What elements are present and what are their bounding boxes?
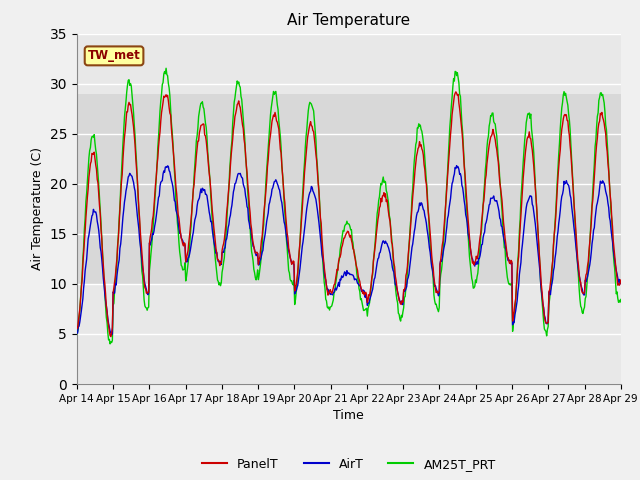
AM25T_PRT (140, 286, 147, 292)
AM25T_PRT (417, 122, 424, 128)
AM25T_PRT (224, 197, 232, 203)
AirT (223, 231, 231, 237)
Text: TW_met: TW_met (88, 49, 140, 62)
AM25T_PRT (73, 331, 81, 336)
PanelT (223, 203, 231, 208)
AirT (416, 200, 424, 206)
AM25T_PRT (162, 65, 170, 71)
AM25T_PRT (433, 301, 440, 307)
AirT (452, 163, 460, 168)
PanelT (140, 269, 147, 275)
AirT (617, 280, 625, 286)
Y-axis label: Air Temperature (C): Air Temperature (C) (31, 147, 44, 270)
PanelT (452, 89, 460, 95)
Line: PanelT: PanelT (77, 92, 621, 336)
AirT (73, 330, 81, 336)
AM25T_PRT (617, 297, 625, 302)
PanelT (73, 326, 81, 332)
AM25T_PRT (106, 341, 114, 347)
PanelT (195, 138, 202, 144)
Line: AirT: AirT (77, 166, 621, 335)
AirT (195, 197, 202, 203)
Title: Air Temperature: Air Temperature (287, 13, 410, 28)
PanelT (83, 205, 90, 211)
PanelT (617, 277, 625, 283)
Legend: PanelT, AirT, AM25T_PRT: PanelT, AirT, AM25T_PRT (197, 453, 500, 476)
PanelT (416, 139, 424, 144)
PanelT (431, 286, 439, 292)
PanelT (107, 334, 115, 339)
AM25T_PRT (196, 109, 204, 115)
AirT (83, 256, 90, 262)
AirT (108, 332, 115, 338)
Bar (77, 94, 621, 284)
X-axis label: Time: Time (333, 409, 364, 422)
AirT (140, 270, 147, 276)
Line: AM25T_PRT: AM25T_PRT (77, 68, 621, 344)
AirT (431, 283, 439, 288)
AM25T_PRT (83, 191, 90, 196)
